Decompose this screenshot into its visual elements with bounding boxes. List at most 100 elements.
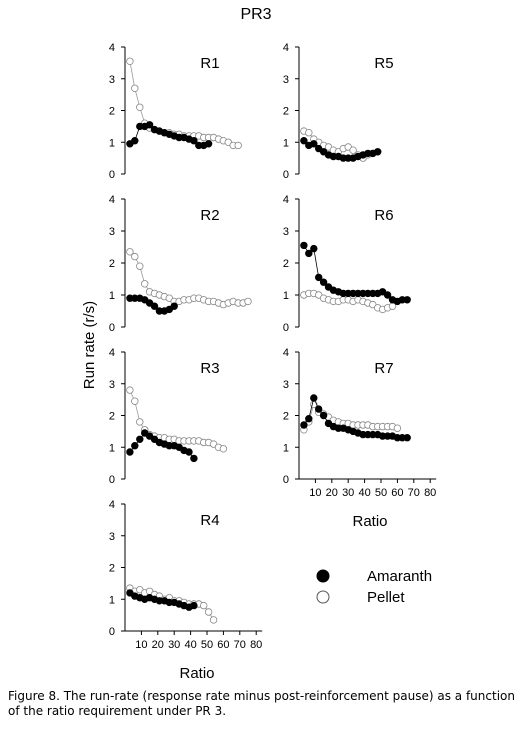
data-point-amaranth-r3: [190, 454, 198, 463]
y-tick-label-r4: 3: [109, 531, 115, 543]
y-tick-label-r1: 3: [109, 74, 115, 86]
data-point-amaranth-r1: [190, 136, 198, 145]
y-tick-label-r5: 4: [283, 42, 289, 54]
x-tick-label-r4: 50: [201, 639, 213, 651]
data-point-amaranth-r2: [170, 302, 178, 310]
data-point-pellet-r4: [199, 601, 208, 610]
data-point-pellet-r3: [219, 445, 228, 453]
data-point-pellet-r2: [244, 297, 252, 306]
panel-r2: 0 1 2 3 4 R2: [109, 194, 252, 334]
panel-title-r4: R4: [200, 512, 219, 529]
x-tick-label-r7: 40: [358, 487, 370, 499]
y-tick-label-r6: 1: [283, 290, 289, 302]
data-point-amaranth-r3: [126, 448, 134, 456]
x-tick-label-r4: 30: [168, 639, 180, 651]
y-tick-label-r6: 4: [283, 194, 289, 206]
data-point-amaranth-r6: [300, 241, 308, 250]
y-tick-label-r7: 2: [283, 411, 289, 423]
x-tick-label-r7: 30: [342, 487, 354, 499]
x-tick-label-r4: 20: [152, 639, 164, 651]
data-point-pellet-r2: [136, 262, 144, 270]
x-tick-label-r4: 10: [135, 639, 147, 651]
x-tick-label-r7: 50: [375, 487, 387, 499]
legend: Amaranth Pellet: [316, 568, 432, 606]
panel-r7: 0 1 2 3 4 R7 10 20 30 40 50 60 70 80: [283, 347, 436, 499]
data-point-amaranth-r2: [150, 302, 159, 310]
data-point-amaranth-r3: [185, 448, 193, 456]
data-point-pellet-r1: [234, 141, 242, 150]
y-tick-label-r3: 4: [109, 347, 115, 359]
y-tick-label-r1: 0: [109, 169, 115, 181]
data-point-amaranth-r1: [204, 140, 213, 148]
panel-title-r7: R7: [374, 360, 393, 377]
data-point-pellet-r1: [131, 84, 139, 92]
figure-caption: Figure 8. The run-rate (response rate mi…: [8, 689, 515, 718]
y-tick-label-r3: 0: [109, 474, 115, 486]
data-point-amaranth-r1: [131, 136, 139, 145]
y-tick-label-r7: 4: [283, 347, 289, 359]
data-point-pellet-r1: [136, 103, 144, 111]
y-axis-label: Run rate (r/s): [81, 301, 98, 389]
data-point-amaranth-r7: [319, 411, 328, 420]
y-tick-label-r7: 1: [283, 442, 289, 454]
y-tick-label-r4: 0: [109, 626, 115, 638]
data-point-pellet-r3: [126, 386, 134, 394]
panel-r1: 0 1 2 3 4 R1: [109, 42, 242, 181]
y-tick-label-r1: 1: [109, 137, 115, 149]
data-point-amaranth-r4: [190, 601, 198, 610]
data-point-amaranth-r5: [300, 136, 308, 145]
y-tick-label-r1: 4: [109, 42, 115, 54]
y-tick-label-r3: 2: [109, 411, 115, 423]
data-point-pellet-r4: [204, 608, 213, 616]
data-point-pellet-r5: [305, 128, 313, 137]
data-point-pellet-r1: [126, 57, 134, 65]
panel-title-r6: R6: [374, 207, 393, 224]
legend-label-pellet: Pellet: [367, 589, 405, 606]
data-point-pellet-r4: [209, 616, 218, 624]
data-point-amaranth-r1: [145, 121, 154, 129]
panel-title-r1: R1: [200, 55, 219, 72]
y-tick-label-r2: 2: [109, 258, 115, 270]
data-point-amaranth-r6: [305, 249, 313, 258]
panel-r3: 0 1 2 3 4 R3: [109, 347, 228, 486]
data-point-pellet-r2: [131, 252, 139, 261]
panel-title-r5: R5: [374, 55, 393, 72]
y-tick-label-r6: 3: [283, 226, 289, 238]
y-tick-label-r7: 3: [283, 379, 289, 391]
y-tick-label-r5: 3: [283, 74, 289, 86]
data-point-amaranth-r6: [310, 244, 318, 253]
panel-title-r3: R3: [200, 360, 219, 377]
y-tick-label-r6: 2: [283, 258, 289, 270]
x-axis-label-right: Ratio: [352, 513, 387, 530]
data-point-pellet-r5: [349, 146, 357, 154]
y-tick-label-r4: 2: [109, 563, 115, 575]
data-point-amaranth-r7: [315, 405, 323, 413]
y-tick-label-r2: 3: [109, 226, 115, 238]
data-point-pellet-r2: [126, 248, 134, 256]
data-point-pellet-r3: [131, 397, 139, 405]
x-tick-label-r7: 10: [309, 487, 321, 499]
data-point-amaranth-r6: [383, 291, 392, 299]
x-tick-label-r7: 60: [391, 487, 403, 499]
legend-marker-pellet: [316, 590, 330, 604]
data-point-amaranth-r7: [305, 415, 313, 423]
panel-r5: 0 1 2 3 4 R5: [283, 42, 394, 181]
data-point-amaranth-r7: [300, 421, 308, 429]
x-tick-label-r7: 20: [326, 487, 338, 499]
x-tick-label-r7: 70: [408, 487, 420, 499]
data-point-amaranth-r3: [131, 442, 139, 450]
y-tick-label-r5: 2: [283, 106, 289, 118]
y-tick-label-r2: 1: [109, 290, 115, 302]
y-tick-label-r2: 0: [109, 322, 115, 334]
y-tick-label-r3: 1: [109, 442, 115, 454]
data-point-amaranth-r6: [319, 278, 328, 286]
x-tick-label-r7: 80: [424, 487, 436, 499]
x-tick-label-r4: 70: [234, 639, 246, 651]
legend-label-amaranth: Amaranth: [367, 568, 432, 585]
y-tick-label-r4: 1: [109, 594, 115, 606]
y-tick-label-r2: 4: [109, 194, 115, 206]
y-tick-label-r4: 4: [109, 499, 115, 511]
figure-title: PR3: [240, 6, 271, 23]
